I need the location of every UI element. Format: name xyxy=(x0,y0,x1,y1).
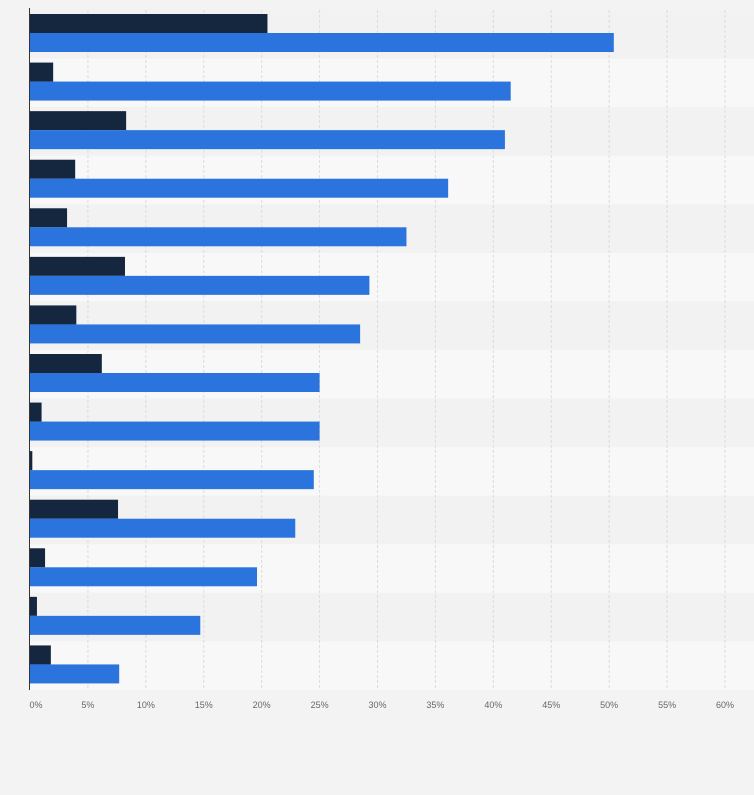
bar-blue xyxy=(30,130,505,150)
bar-dark xyxy=(30,111,127,131)
x-tick-label: 30% xyxy=(368,700,386,710)
x-tick-label: 50% xyxy=(600,700,618,710)
bar-dark xyxy=(30,208,68,228)
bar-blue xyxy=(30,470,314,490)
x-tick-label: 10% xyxy=(137,700,155,710)
x-tick-label: 40% xyxy=(484,700,502,710)
bar-blue xyxy=(30,664,120,684)
x-tick-label: 0% xyxy=(29,700,42,710)
bar-blue xyxy=(30,615,201,635)
bar-dark xyxy=(30,548,46,568)
bar-dark xyxy=(30,645,51,665)
x-tick-labels: 0% 5% 10% 15% 20% 25% 30% 35% 40% 45% 50% 55% 60% xyxy=(29,700,734,710)
bar-blue xyxy=(30,33,614,52)
x-tick-label: 20% xyxy=(253,700,271,710)
bar-blue xyxy=(30,518,296,538)
bar-blue xyxy=(30,373,320,392)
row-bands xyxy=(30,10,754,690)
bar-blue xyxy=(30,324,361,344)
bar-dark xyxy=(30,305,77,325)
bar-dark xyxy=(30,499,119,519)
x-tick-label: 25% xyxy=(311,700,329,710)
bar-dark xyxy=(30,451,33,471)
x-tick-label: 55% xyxy=(658,700,676,710)
x-tick-label: 35% xyxy=(426,700,444,710)
bar-blue xyxy=(30,275,370,295)
bar-blue xyxy=(30,178,449,198)
bar-blue xyxy=(30,421,320,441)
bar-dark xyxy=(30,354,102,373)
x-tick-label: 45% xyxy=(542,700,560,710)
bar-blue xyxy=(30,81,511,101)
bar-dark xyxy=(30,256,125,276)
bar-dark xyxy=(30,14,268,33)
bar-blue xyxy=(30,227,407,247)
x-tick-label: 5% xyxy=(81,700,94,710)
x-tick-label: 15% xyxy=(195,700,213,710)
bar-blue xyxy=(30,567,258,587)
x-tick-label: 60% xyxy=(716,700,734,710)
bar-dark xyxy=(30,159,76,179)
bar-dark xyxy=(30,402,42,422)
row-band xyxy=(30,641,754,690)
bars xyxy=(30,14,614,684)
bar-dark xyxy=(30,596,37,616)
bar-dark xyxy=(30,62,54,82)
